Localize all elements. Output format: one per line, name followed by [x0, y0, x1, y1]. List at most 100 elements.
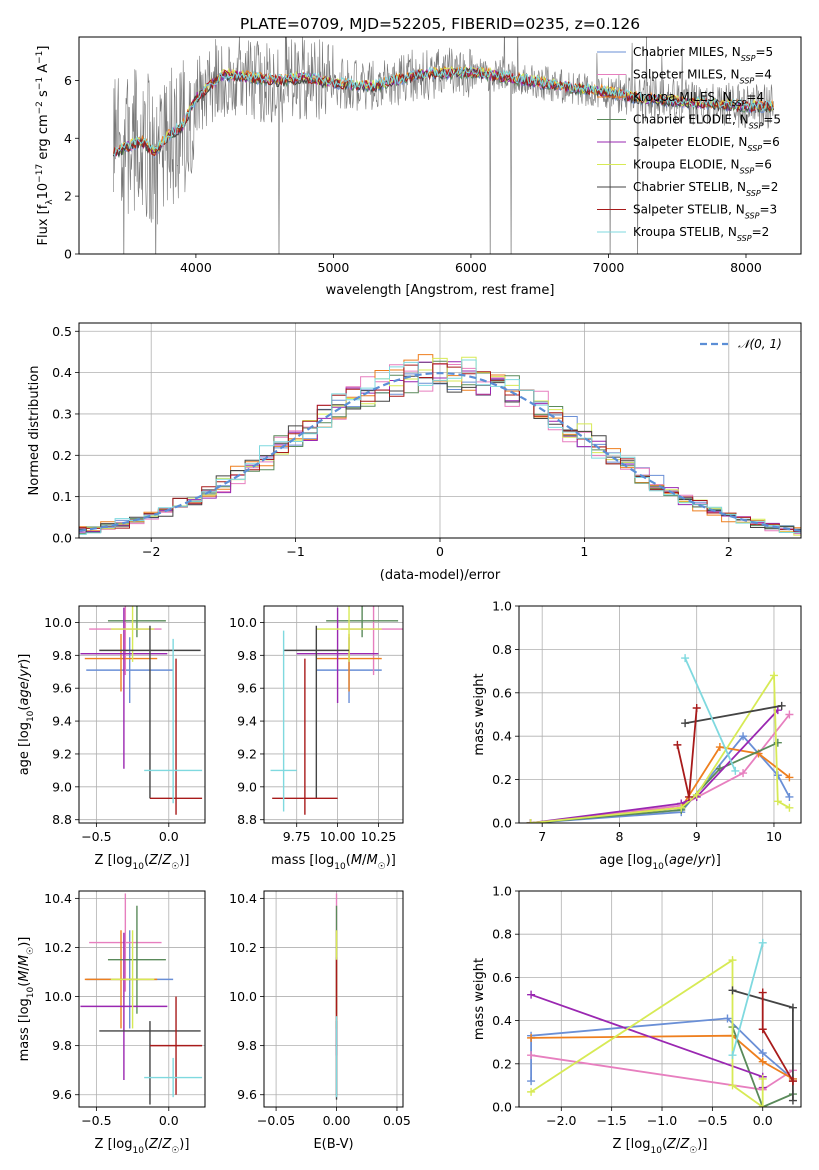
- y-tick-label: 1.0: [492, 599, 512, 614]
- data-point: [527, 1087, 536, 1096]
- y-tick-label: 10.4: [229, 891, 257, 906]
- y-ticks: 9.6 9.8 10.0 10.2 10.4: [229, 891, 264, 1102]
- y-axis-label: age [log10(age/yr)]: [17, 654, 36, 776]
- y-tick-label: 9.6: [237, 1087, 257, 1102]
- y-tick-label: 0.2: [492, 1056, 512, 1071]
- errorbar-chabrier-elodie: [107, 606, 166, 638]
- errorbar-salpeter-elodie: [296, 607, 379, 703]
- y-tick-label: 0.4: [492, 1013, 512, 1028]
- y-tick-label: 9.4: [237, 714, 257, 729]
- x-tick-label: 8: [615, 829, 623, 844]
- data-point: [788, 1096, 797, 1105]
- data-point: [739, 769, 748, 778]
- y-tick-label: 1.0: [492, 884, 512, 899]
- legend-entry: 𝒩(0, 1): [738, 337, 782, 351]
- errorbar-salpeter-miles: [89, 893, 162, 992]
- x-axis-label: Z [log10(Z/Z☉)]: [95, 853, 190, 872]
- plot-area: [264, 606, 403, 823]
- x-ticks: 7 8 9 10: [538, 823, 782, 844]
- data-point: [728, 1051, 737, 1060]
- series-salpeter-stelib: [673, 703, 701, 801]
- y-tick-label: 9.2: [52, 746, 72, 761]
- x-tick-label: 0: [436, 544, 444, 559]
- x-tick-label: −1: [286, 544, 304, 559]
- model-spectrum-salpeter-stelib: [112, 67, 774, 157]
- spectrum-title: PLATE=0709, MJD=52205, FIBERID=0235, z=0…: [240, 15, 640, 33]
- y-tick-label: 8.8: [237, 812, 257, 827]
- normal-distribution-curve: [79, 371, 801, 532]
- y-tick-label: 9.0: [237, 779, 257, 794]
- x-tick-label: −0.05: [257, 1113, 295, 1128]
- legend-entry: Salpeter STELIB, NSSP=3: [633, 203, 777, 221]
- x-tick-label: 6000: [455, 260, 487, 275]
- y-ticks: 8.8 9.0 9.2 9.4 9.6 9.8 10.0: [44, 615, 79, 827]
- legend-entry: Kroupa STELIB, NSSP=2: [633, 225, 769, 243]
- legend-entry: Chabrier MILES, NSSP=5: [633, 45, 773, 63]
- axes-frame: [78, 605, 206, 824]
- data-point: [681, 719, 690, 728]
- y-tick-label: 0.6: [492, 685, 512, 700]
- y-tick-label: 4: [64, 131, 72, 146]
- plot-marks: [527, 938, 797, 1107]
- y-ticks: 0.0 0.2 0.4 0.6 0.8 1.0: [492, 599, 519, 831]
- mass-vs-metallicity-panel: −0.5 0.0 9.6 9.8 10.0 10.2 10.4 Z [log10(Z/Z☉)]…: [17, 890, 206, 1156]
- spectrum-legend: Chabrier MILES, NSSP=5 Salpeter MILES, NS…: [597, 45, 781, 243]
- plot-area: [79, 891, 205, 1107]
- plot-marks: [80, 893, 203, 1105]
- x-tick-label: 7: [538, 829, 546, 844]
- model-spectrum-kroupa-stelib: [113, 65, 774, 157]
- data-point: [527, 1077, 536, 1086]
- y-tick-label: 0.0: [52, 531, 72, 546]
- x-tick-label: 9: [693, 829, 701, 844]
- x-ticks: 4000 5000 6000 7000 8000: [180, 254, 762, 275]
- y-ticks: 9.6 9.8 10.0 10.2 10.4: [44, 891, 79, 1102]
- x-tick-label: 1: [580, 544, 588, 559]
- y-tick-label: 9.8: [52, 1038, 72, 1053]
- errorbar-chabrier-stelib: [283, 625, 350, 799]
- mass-weight-vs-age-panel: 7 8 9 10 0.0 0.2 0.4 0.6 0.8 1.0 age [log10(age/yr…: [472, 599, 802, 872]
- x-ticks: −2 −1 0 1 2: [142, 538, 733, 559]
- y-ticks: 0.0 0.1 0.2 0.3 0.4 0.5: [52, 324, 79, 546]
- series-chabrier-stelib: [681, 701, 786, 728]
- x-tick-label: −0.5: [81, 829, 111, 844]
- y-axis-label: mass weight: [472, 958, 487, 1040]
- errorbar-salpeter-stelib: [149, 996, 203, 1095]
- plot-marks: [112, 37, 774, 254]
- plot-area: [79, 606, 205, 823]
- y-tick-label: 10.2: [44, 940, 72, 955]
- data-point: [785, 710, 794, 719]
- y-tick-label: 0.2: [52, 448, 72, 463]
- data-point: [728, 956, 737, 965]
- data-point: [684, 792, 693, 801]
- data-point: [673, 740, 682, 749]
- y-tick-label: 0: [64, 247, 72, 262]
- residual-histogram-salpeter-elodie: [79, 361, 801, 534]
- y-tick-label: 10.0: [229, 615, 257, 630]
- x-tick-label: −2: [142, 544, 160, 559]
- series-kroupa-stelib: [728, 938, 767, 1060]
- errorbar-kroupa-elodie: [316, 606, 382, 662]
- x-tick-label: 5000: [318, 260, 350, 275]
- errorbar-kroupa-stelib: [144, 638, 203, 804]
- axes-frame: [78, 36, 802, 255]
- series-line: [530, 672, 790, 823]
- x-tick-label: 4000: [180, 260, 212, 275]
- series-line: [731, 1026, 794, 1107]
- errorbar-chabrier-miles: [86, 637, 174, 703]
- y-tick-label: 9.0: [52, 779, 72, 794]
- plot-area: [519, 606, 801, 823]
- age-vs-metallicity-panel: −0.5 0.0 8.8 9.0 9.2 9.4 9.6 9.8 10.0 Z [log10(Z/…: [17, 605, 206, 872]
- errorbar-kroupa-elodie: [110, 930, 155, 1029]
- data-point: [692, 790, 701, 799]
- series-line: [684, 657, 737, 772]
- y-tick-label: 0.4: [492, 729, 512, 744]
- y-axis-label: mass [log10(M/M☉)]: [17, 937, 36, 1062]
- y-axis-label: mass weight: [472, 673, 487, 755]
- x-tick-label: −2.0: [546, 1113, 576, 1128]
- data-point: [758, 1049, 767, 1057]
- x-axis-label: age [log10(age/yr)]: [599, 853, 721, 872]
- data-point: [527, 1051, 536, 1060]
- x-tick-label: 0.00: [323, 1113, 351, 1128]
- data-point: [773, 797, 782, 806]
- y-axis-label: Flux [fλ10−17 erg cm−2 s−1 A−1]: [35, 46, 55, 246]
